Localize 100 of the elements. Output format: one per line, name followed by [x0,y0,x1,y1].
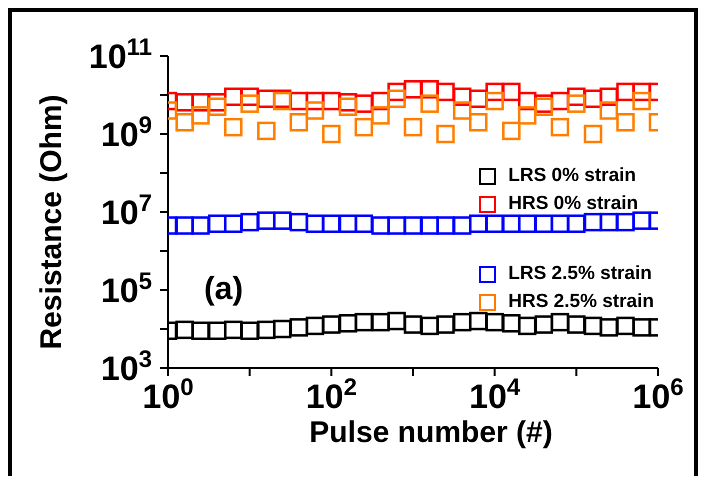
point [290,212,308,232]
point [616,113,635,132]
point [175,113,194,132]
point [502,314,521,333]
point [240,212,259,232]
point [208,97,226,116]
point [175,216,194,235]
point [420,94,439,113]
y-tick-label: 10$^{5}$ [100,268,152,310]
point [191,216,210,235]
point [632,92,651,110]
legend-label: HRS 0% strain [508,193,638,215]
point [534,315,554,334]
point [208,214,226,233]
point [534,97,554,116]
point [240,322,259,340]
point [469,312,488,330]
point [240,94,259,113]
point [550,312,570,332]
point [175,320,194,340]
point [567,214,586,233]
point [420,216,439,235]
point [290,318,308,337]
legend-label: LRS 2.5% strain [508,263,652,285]
point [632,318,651,337]
point [338,214,358,233]
point [567,315,586,334]
point [306,101,324,120]
point [616,316,635,336]
y-tick-label: 10$^{7}$ [100,190,152,232]
point [272,320,292,338]
point [518,316,536,336]
point [290,113,308,132]
point [436,315,455,334]
point [404,216,422,235]
point [632,211,651,230]
point [502,214,521,233]
point [387,90,406,108]
point [191,106,210,125]
point [550,118,570,136]
point [436,124,455,144]
x-axis-title: Pulse number (#) [308,416,554,450]
point [518,214,536,233]
legend-label: HRS 2.5% strain [508,291,654,313]
point [257,122,276,140]
y-axis-title: Resistance (Ohm) [35,94,69,350]
point [306,214,324,233]
point [600,318,618,337]
point [322,315,341,334]
point [584,316,602,336]
point [584,124,602,144]
panel-label: (a) [204,270,244,307]
legend-label: LRS 0% strain [508,165,636,187]
point [322,124,341,144]
point [452,312,472,332]
x-tick-label: 10$^{4}$ [469,374,521,416]
point [224,118,243,136]
point [272,211,292,230]
point [518,106,536,125]
point [452,101,472,120]
point [485,92,504,110]
x-tick-label: 10$^{6}$ [632,374,684,416]
point [502,122,521,140]
point [404,118,422,136]
point [485,214,504,233]
point [338,97,358,116]
y-tick-label: 10$^{11}$ [88,34,152,76]
point [534,214,554,233]
point [338,314,358,333]
point [354,118,374,136]
point [436,216,455,235]
point [257,211,276,230]
point [224,320,243,340]
point [404,315,422,334]
point [191,322,210,340]
point [354,312,374,332]
point [600,101,618,120]
x-tick-label: 10$^{2}$ [306,374,357,416]
point [469,214,488,233]
point [322,214,341,233]
point [600,212,618,232]
point [371,312,390,332]
point [387,312,406,330]
point [550,214,570,233]
point [616,212,635,232]
point [306,316,324,336]
point [420,316,439,336]
point [452,216,472,235]
point [485,312,504,332]
point [567,94,586,113]
point [224,214,243,233]
point [257,320,276,340]
point [584,212,602,232]
point [208,322,226,340]
point [387,216,406,235]
point [371,106,390,125]
point [469,113,488,132]
point [354,214,374,233]
y-tick-label: 10$^{9}$ [100,112,152,154]
point [371,216,390,235]
